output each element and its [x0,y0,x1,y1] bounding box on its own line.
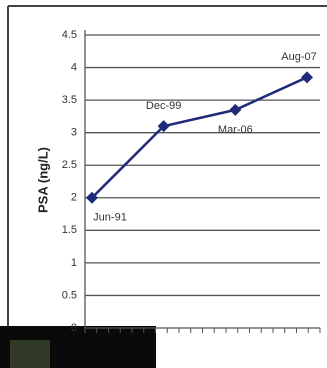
point-label: Jun-91 [93,212,127,224]
y-axis-label: PSA (ng/L) [35,147,50,213]
y-tick-label: 0.5 [62,289,77,301]
y-tick-label: 2.5 [62,159,77,171]
y-tick-label: 2 [71,192,77,204]
point-label: Dec-99 [146,100,181,112]
y-tick-label: 1.5 [62,224,77,236]
y-tick-label: 4.5 [62,29,77,41]
y-tick-label: 1 [71,257,77,269]
point-label: Aug-07 [281,51,316,63]
y-tick-label: 0 [71,322,77,334]
y-tick-label: 4 [71,61,77,73]
chart: PSA (ng/L) 0 0.5 1 1.5 2 2.5 3 3.5 4 4.5 Jun-91 Dec… [0,0,327,368]
point-label: Mar-06 [218,124,253,136]
page: PSA (ng/L) 0 0.5 1 1.5 2 2.5 3 3.5 4 4.5 Jun-91 Dec… [0,0,327,368]
thumbnail [10,340,50,368]
y-tick-label: 3.5 [62,94,77,106]
y-tick-label: 3 [71,127,77,139]
